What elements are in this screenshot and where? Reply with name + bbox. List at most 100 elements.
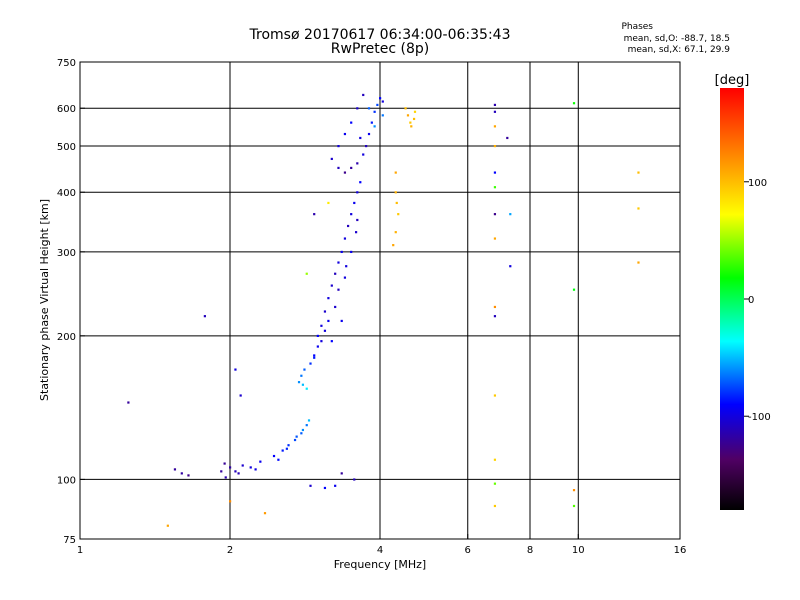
data-point	[330, 340, 333, 343]
data-point	[334, 305, 337, 309]
y-tick-label: 500	[57, 142, 76, 153]
data-point	[220, 470, 223, 473]
data-point	[493, 171, 497, 174]
data-point	[309, 484, 312, 487]
data-point	[412, 117, 416, 121]
axes: 1 2 4 6 8 10 16 75 100 200 300 400 500 600 750	[57, 58, 686, 556]
data-point	[305, 272, 308, 275]
phase-stats-o: mean, sd,O: -88.7, 18.5	[623, 34, 730, 44]
data-point	[392, 244, 395, 247]
data-point	[370, 121, 373, 124]
data-point	[572, 288, 576, 291]
data-point	[493, 504, 497, 508]
data-point	[493, 394, 497, 397]
data-point	[572, 102, 576, 105]
data-point	[277, 458, 280, 461]
data-point	[223, 462, 226, 465]
data-point	[359, 181, 362, 184]
x-tick-label: 10	[572, 545, 585, 556]
colorbar	[720, 88, 744, 510]
data-point	[493, 186, 497, 189]
data-point	[413, 110, 417, 113]
data-point	[337, 288, 340, 291]
data-point	[300, 432, 303, 435]
data-point	[406, 114, 410, 117]
data-point	[395, 201, 398, 205]
data-point	[313, 354, 316, 357]
data-point	[323, 486, 327, 490]
y-tick-label: 75	[63, 535, 76, 546]
data-point	[295, 435, 298, 438]
phase-stats-heading: Phases	[621, 22, 653, 32]
data-point	[350, 250, 353, 254]
data-point	[337, 166, 340, 170]
data-point	[180, 472, 183, 475]
data-point	[303, 368, 306, 371]
data-point	[572, 504, 576, 508]
data-point	[350, 166, 353, 170]
data-point	[259, 460, 262, 463]
data-point	[327, 297, 330, 300]
data-point	[249, 466, 252, 469]
data-point	[287, 444, 290, 447]
x-tick-label: 4	[377, 545, 383, 556]
data-point	[365, 144, 368, 148]
data-point	[572, 489, 576, 492]
data-point	[493, 125, 497, 128]
y-tick-label: 300	[57, 248, 76, 259]
chart-title: Tromsø 20170617 06:34:00-06:35:43	[249, 27, 511, 43]
data-point	[229, 500, 232, 503]
data-point	[300, 374, 303, 377]
data-point	[493, 103, 497, 107]
data-point	[334, 272, 337, 275]
data-point	[305, 424, 308, 427]
data-point	[173, 468, 177, 471]
x-tick-label: 8	[527, 545, 533, 556]
data-point	[127, 401, 130, 404]
data-point	[356, 191, 359, 194]
x-tick-label: 6	[465, 545, 471, 556]
data-point	[307, 419, 311, 422]
chart-subtitle: RwPretec (8p)	[330, 41, 430, 57]
data-point	[493, 110, 497, 113]
data-point	[493, 482, 497, 485]
data-point	[493, 315, 497, 318]
data-point	[337, 144, 340, 148]
data-point	[320, 340, 323, 343]
x-tick-label: 16	[674, 545, 687, 556]
data-point	[224, 476, 227, 479]
phase-stats-x: mean, sd,X: 67.1, 29.9	[627, 45, 730, 55]
y-tick-label: 400	[57, 188, 76, 199]
data-point	[493, 213, 497, 216]
x-tick-label: 2	[227, 545, 233, 556]
data-point	[353, 478, 356, 481]
data-point	[637, 207, 640, 210]
data-point	[353, 201, 356, 205]
data-point	[241, 464, 244, 467]
data-point	[509, 213, 512, 216]
data-point	[637, 261, 640, 264]
data-point	[323, 310, 327, 313]
data-point	[234, 368, 237, 371]
colorbar-label: [deg]	[715, 73, 750, 88]
data-point	[493, 305, 497, 309]
data-point	[373, 125, 376, 128]
data-point	[343, 276, 347, 279]
data-point	[367, 132, 371, 136]
data-point	[397, 213, 400, 216]
data-point	[340, 472, 343, 475]
data-point	[237, 472, 240, 475]
data-point	[509, 265, 512, 268]
data-point	[187, 474, 190, 477]
data-point	[337, 261, 340, 264]
data-point	[362, 153, 365, 156]
data-point	[350, 121, 353, 124]
data-point	[343, 132, 347, 136]
data-point	[381, 100, 384, 103]
data-point	[203, 315, 206, 318]
colorbar-tick-label: -100	[748, 412, 771, 423]
data-point	[394, 231, 397, 234]
data-point	[356, 107, 359, 110]
data-point	[354, 231, 358, 234]
